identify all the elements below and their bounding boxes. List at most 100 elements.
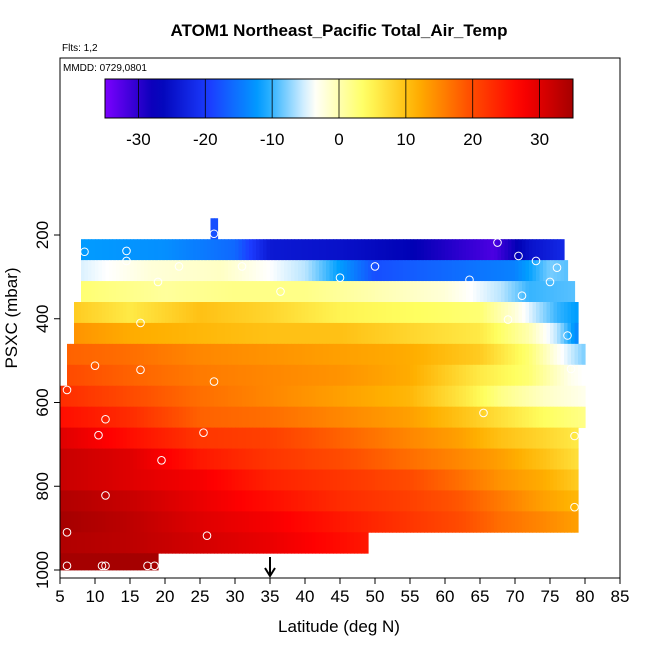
- heatmap-cell: [249, 322, 254, 345]
- heatmap-cell: [455, 239, 460, 261]
- heatmap-cell: [84, 511, 89, 533]
- heatmap-cell: [382, 343, 387, 366]
- heatmap-cell: [102, 281, 107, 303]
- heatmap-cell: [266, 260, 271, 282]
- heatmap-cell: [228, 427, 233, 449]
- heatmap-cell: [95, 448, 100, 470]
- heatmap-cell: [420, 427, 425, 449]
- heatmap-cell: [452, 260, 457, 282]
- heatmap-cell: [361, 281, 366, 303]
- heatmap-cell: [462, 469, 467, 491]
- heatmap-cell: [273, 322, 278, 345]
- heatmap-cell: [280, 532, 285, 554]
- heatmap-cell: [347, 511, 352, 533]
- heatmap-cell: [214, 364, 219, 387]
- heatmap-cell: [427, 427, 432, 449]
- x-tick-label: 55: [401, 587, 420, 606]
- heatmap-cell: [263, 343, 268, 366]
- heatmap-cell: [137, 448, 142, 470]
- heatmap-cell: [102, 343, 107, 366]
- heatmap-cell: [259, 427, 264, 449]
- heatmap-cell: [88, 490, 93, 512]
- heatmap-cell: [459, 448, 464, 470]
- heatmap-cell: [560, 322, 565, 345]
- heatmap-cell: [298, 281, 303, 303]
- heatmap-cell: [424, 448, 429, 470]
- heatmap-cell: [389, 448, 394, 470]
- heatmap-cell: [382, 302, 387, 324]
- heatmap-cell: [508, 385, 513, 408]
- heatmap-cell: [340, 385, 345, 408]
- heatmap-cell: [140, 364, 145, 387]
- heatmap-cell: [469, 364, 474, 387]
- heatmap-cell: [81, 490, 86, 512]
- heatmap-cell: [123, 385, 128, 408]
- heatmap-cell: [98, 448, 103, 470]
- heatmap-cell: [508, 406, 513, 429]
- heatmap-cell: [242, 385, 247, 408]
- heatmap-cell: [235, 385, 240, 408]
- heatmap-cell: [396, 406, 401, 429]
- heatmap-cell: [140, 343, 145, 366]
- heatmap-cell: [207, 406, 212, 429]
- heatmap-cell: [452, 511, 457, 533]
- heatmap-cell: [550, 364, 555, 387]
- heatmap-cell: [329, 239, 334, 261]
- heatmap-cell: [434, 302, 439, 324]
- heatmap-cell: [144, 532, 149, 554]
- heatmap-cell: [98, 469, 103, 491]
- heatmap-cell: [560, 406, 565, 429]
- heatmap-cell: [567, 385, 572, 408]
- heatmap-cell: [123, 511, 128, 533]
- heatmap-cell: [228, 281, 233, 303]
- sample-point: [517, 291, 527, 301]
- heatmap-cell: [399, 448, 404, 470]
- heatmap-cell: [256, 302, 261, 324]
- heatmap-cell: [357, 364, 362, 387]
- heatmap-cell: [259, 260, 264, 282]
- heatmap-cell: [497, 364, 502, 387]
- heatmap-cell: [147, 406, 152, 429]
- heatmap-cell: [217, 322, 222, 345]
- heatmap-cell: [298, 448, 303, 470]
- heatmap-cell: [200, 490, 205, 512]
- heatmap-cell: [67, 406, 72, 429]
- heatmap-cell: [473, 511, 478, 533]
- heatmap-cell: [389, 427, 394, 449]
- heatmap-cell: [130, 281, 135, 303]
- heatmap-cell: [119, 406, 124, 429]
- heatmap-cell: [347, 260, 352, 282]
- heatmap-cell: [445, 385, 450, 408]
- heatmap-cell: [119, 490, 124, 512]
- heatmap-cell: [333, 469, 338, 491]
- heatmap-cell: [487, 427, 492, 449]
- heatmap-cell: [382, 448, 387, 470]
- heatmap-cell: [147, 281, 152, 303]
- heatmap-cell: [469, 343, 474, 366]
- heatmap-cell: [123, 364, 128, 387]
- heatmap-cell: [186, 281, 191, 303]
- heatmap-cell: [67, 490, 72, 512]
- heatmap-cell: [536, 239, 541, 261]
- heatmap-cell: [368, 469, 373, 491]
- heatmap-cell: [60, 469, 65, 491]
- heatmap-cell: [494, 281, 499, 303]
- heatmap-cell: [256, 239, 261, 261]
- heatmap-cell: [515, 322, 520, 345]
- heatmap-cell: [448, 427, 453, 449]
- heatmap-cell: [354, 364, 359, 387]
- heatmap-cell: [375, 343, 380, 366]
- heatmap-cell: [102, 302, 107, 324]
- heatmap-cell: [144, 511, 149, 533]
- heatmap-cell: [116, 343, 121, 366]
- heatmap-cell: [567, 343, 572, 366]
- heatmap-cell: [427, 302, 432, 324]
- heatmap-cell: [417, 260, 422, 282]
- heatmap-cell: [329, 511, 334, 533]
- heatmap-cell: [95, 260, 100, 282]
- heatmap-cell: [179, 322, 184, 345]
- heatmap-cell: [158, 448, 163, 470]
- heatmap-cell: [175, 532, 180, 554]
- heatmap-cell: [158, 469, 163, 491]
- heatmap-cell: [245, 532, 250, 554]
